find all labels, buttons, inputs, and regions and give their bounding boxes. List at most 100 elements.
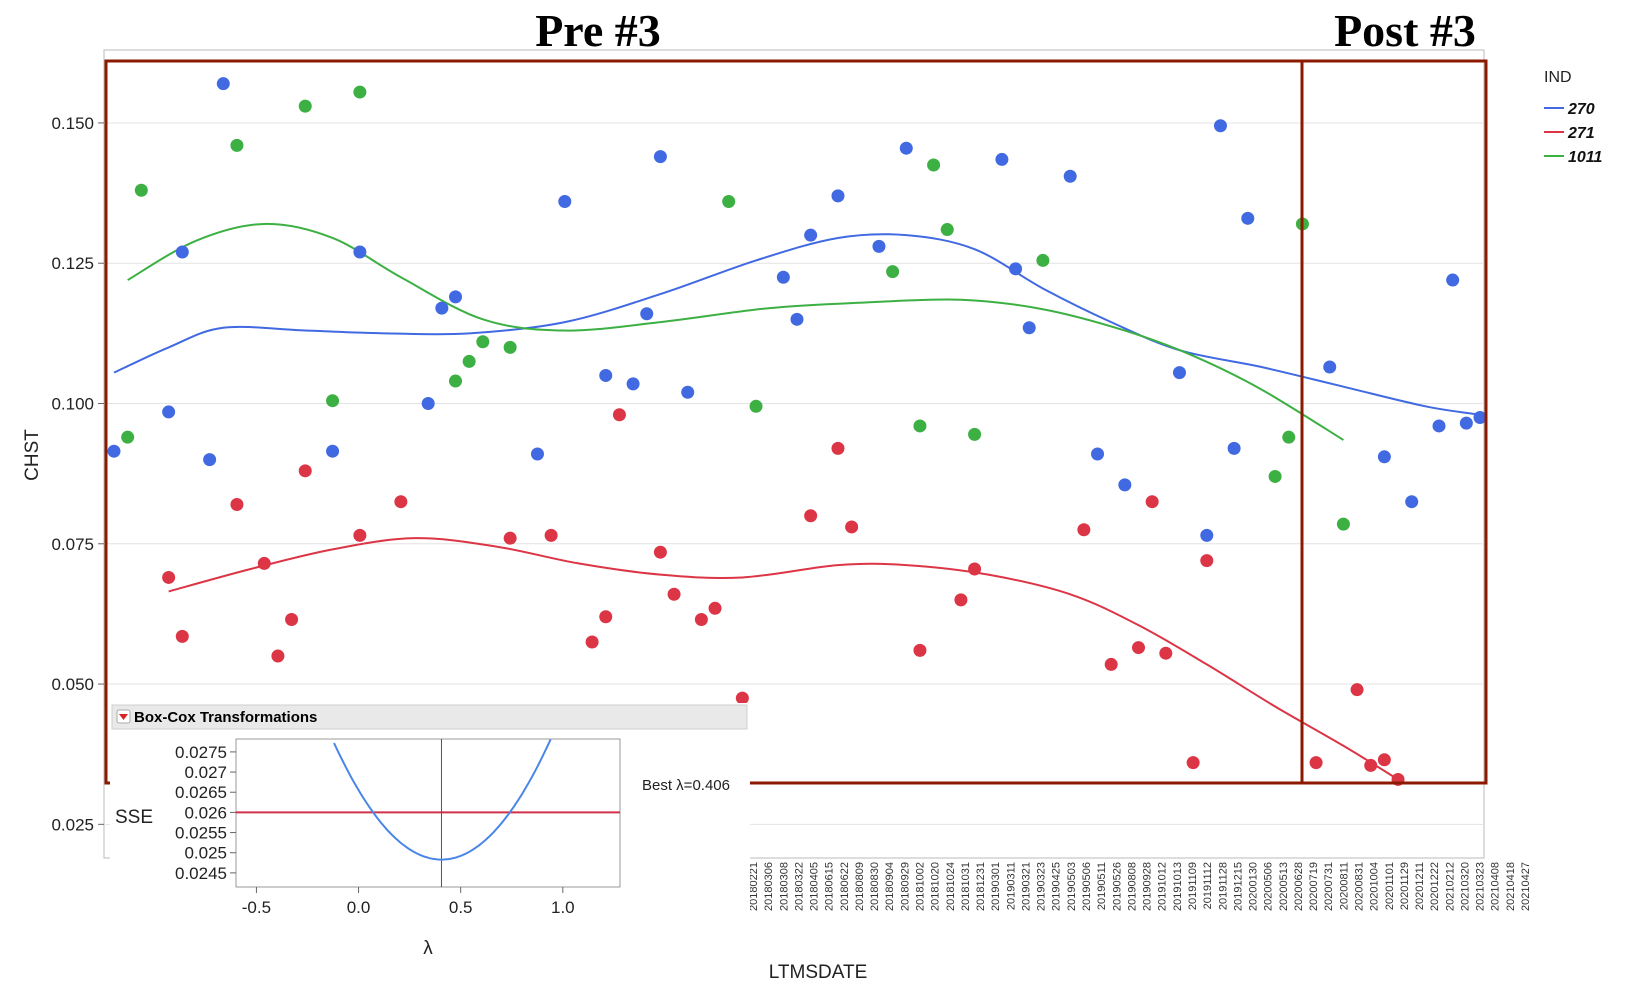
point-271 [162, 570, 176, 584]
point-271 [1200, 554, 1214, 568]
point-270 [1213, 119, 1227, 133]
x-tick-label: 20191128 [1217, 862, 1229, 910]
point-1011 [749, 399, 763, 413]
x-tick-label: 20201129 [1399, 862, 1411, 910]
point-270 [1063, 169, 1077, 183]
point-270 [681, 385, 695, 399]
point-270 [530, 447, 544, 461]
point-1011 [1268, 469, 1282, 483]
point-1011 [476, 335, 490, 349]
x-tick-labels: 20180221 20180306 20180308 20180322 20180405… [748, 862, 1532, 911]
point-271 [175, 629, 189, 643]
legend-title: IND [1544, 69, 1572, 86]
point-271 [394, 495, 408, 509]
x-tick-label: 20190425 [1051, 862, 1063, 911]
x-tick-label: 20181024 [945, 862, 957, 911]
boxcox-y-tick-label: 0.0255 [175, 824, 227, 843]
point-271 [804, 509, 818, 523]
point-270 [203, 453, 217, 467]
x-tick-label: 20180929 [899, 862, 911, 911]
x-tick-label: 20180622 [839, 862, 851, 911]
point-271 [257, 556, 271, 570]
x-tick-label: 20210212 [1444, 862, 1456, 911]
x-tick-label: 20210418 [1505, 862, 1517, 911]
point-271 [1309, 756, 1323, 770]
point-271 [954, 593, 968, 607]
point-270 [776, 270, 790, 284]
x-tick-label: 20191012 [1157, 862, 1169, 911]
x-tick-label: 20200628 [1293, 862, 1305, 911]
point-1011 [968, 427, 982, 441]
point-270 [1405, 495, 1419, 509]
boxcox-y-label: SSE [115, 807, 153, 828]
grid-lines [98, 122, 1484, 825]
x-tick-label: 20180308 [778, 862, 790, 911]
point-271 [1159, 646, 1173, 660]
point-271 [599, 610, 613, 624]
x-tick-label: 20190526 [1111, 862, 1123, 911]
point-270 [1227, 441, 1241, 455]
point-270 [1446, 273, 1460, 287]
x-tick-label: 20181031 [960, 862, 972, 911]
legend-label-1011: 1011 [1568, 149, 1603, 166]
y-tick-label: 0.150 [51, 114, 94, 133]
x-tick-label: 20200731 [1323, 862, 1335, 911]
x-tick-label: 20180306 [763, 862, 775, 911]
x-tick-label: 20181231 [975, 862, 987, 911]
point-271 [694, 613, 708, 627]
x-tick-label: 20190928 [1142, 862, 1154, 911]
point-271 [353, 528, 367, 542]
point-270 [326, 444, 340, 458]
point-271 [585, 635, 599, 649]
point-1011 [353, 85, 367, 99]
point-1011 [886, 265, 900, 279]
point-270 [421, 397, 435, 410]
boxcox-panel: Box-Cox Transformations 0.02750.0270.026… [110, 703, 750, 973]
x-tick-label: 20190503 [1066, 862, 1078, 911]
point-271 [271, 649, 285, 663]
point-1011 [121, 430, 135, 444]
point-1011 [326, 394, 340, 408]
point-270 [1432, 419, 1446, 433]
x-tick-label: 20191215 [1232, 862, 1244, 911]
point-270 [107, 444, 121, 458]
point-271 [1364, 758, 1378, 772]
point-270 [175, 245, 189, 259]
boxcox-x-label: λ [423, 938, 433, 959]
point-271 [708, 601, 722, 615]
point-271 [667, 587, 681, 601]
pre-annotation: Pre #3 [535, 5, 661, 56]
pre-box [104, 59, 1488, 785]
x-tick-label: 20200811 [1338, 862, 1350, 910]
point-1011 [449, 374, 462, 388]
point-1011 [913, 419, 927, 433]
point-271 [831, 441, 845, 455]
point-271 [503, 531, 517, 545]
y-tick-label: 0.025 [51, 815, 94, 834]
x-tick-label: 20180405 [809, 862, 821, 911]
point-271 [285, 613, 299, 627]
point-271 [544, 528, 558, 542]
point-270 [831, 189, 845, 203]
boxcox-y-tick-label: 0.0245 [175, 864, 227, 883]
y-tick-label: 0.125 [51, 254, 94, 273]
point-1011 [134, 183, 148, 197]
boxcox-title: Box-Cox Transformations [134, 709, 317, 726]
point-270 [626, 377, 640, 391]
legend-label-271: 271 [1567, 125, 1595, 142]
x-tick-label: 20200506 [1263, 862, 1275, 911]
point-270 [1377, 450, 1391, 464]
point-270 [640, 307, 654, 321]
point-271 [653, 545, 667, 559]
boxcox-y-tick-label: 0.026 [184, 803, 227, 822]
x-tick-label: 20191013 [1172, 862, 1184, 911]
point-270 [1241, 211, 1255, 225]
disclosure-triangle-icon[interactable] [119, 714, 128, 720]
point-270 [449, 290, 462, 304]
y-axis-label: CHST [22, 429, 43, 481]
boxcox-y-tick-label: 0.0265 [175, 783, 227, 802]
point-271 [1132, 641, 1145, 655]
boxcox-x-tick-label: -0.5 [242, 898, 271, 917]
